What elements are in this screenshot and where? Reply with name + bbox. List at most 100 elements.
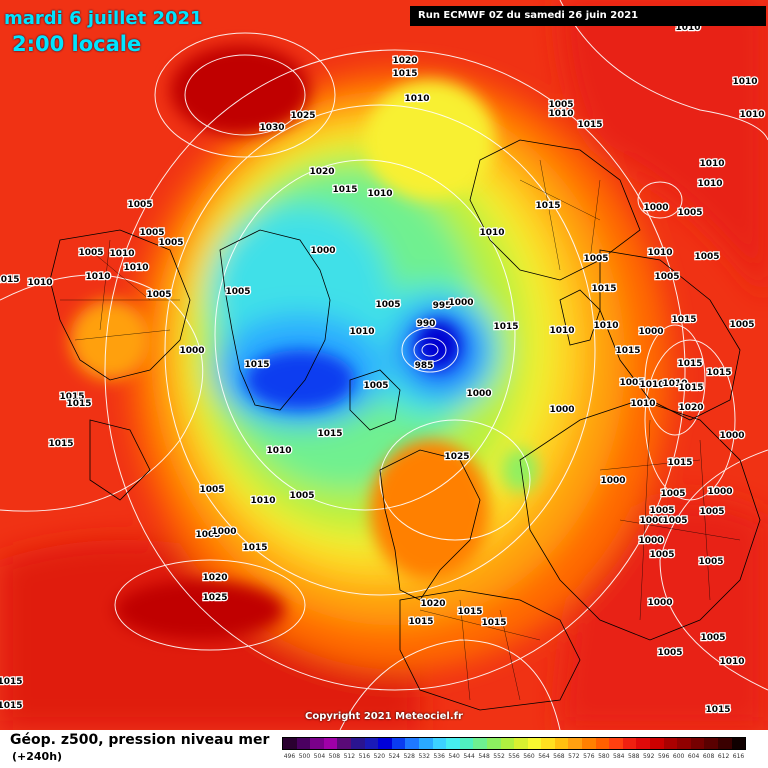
isobar-pressure-label: 1015 — [671, 315, 696, 325]
isobar-pressure-label: 1010 — [367, 189, 392, 199]
isobar-pressure-label: 1000 — [211, 527, 236, 537]
isobar-pressure-label: 1025 — [290, 111, 315, 121]
isobar-pressure-label: 1015 — [615, 346, 640, 356]
legend-swatch — [541, 738, 555, 749]
isobar-pressure-label: 1010 — [630, 399, 655, 409]
legend-tick-label: 608 — [702, 753, 715, 760]
isobar-pressure-label: 1010 — [739, 110, 764, 120]
isobar-pressure-label: 1015 — [577, 120, 602, 130]
isobar-pressure-label: 1005 — [127, 200, 152, 210]
isobar-pressure-label: 1005 — [649, 506, 674, 516]
isobar-pressure-label: 1005 — [619, 378, 644, 388]
isobar-pressure-label: 1010 — [548, 109, 573, 119]
legend-swatch — [350, 738, 365, 749]
isobar-pressure-label: 1005 — [78, 248, 103, 258]
legend-tick-label: 524 — [388, 753, 400, 760]
isobar-pressure-label: 1010 — [549, 326, 574, 336]
legend-tick-label: 576 — [583, 753, 595, 760]
isobar-pressure-label: 1005 — [146, 290, 171, 300]
legend-tick-label: 532 — [418, 753, 430, 760]
isobar-pressure-label: 1015 — [408, 617, 433, 627]
legend-swatch — [663, 738, 678, 749]
isobar-pressure-label: 1005 — [657, 648, 682, 658]
legend-tick-label: 560 — [523, 753, 535, 760]
isobar-pressure-label: 1020 — [392, 56, 417, 66]
isobar-pressure-label: 1010 — [404, 94, 429, 104]
isobar-pressure-label: 1010 — [593, 321, 618, 331]
isobar-pressure-label: 1000 — [549, 405, 574, 415]
pressure-labels: 1020101510101025103010051010101510101010… — [0, 22, 766, 717]
legend-swatch — [323, 738, 338, 749]
isobar-pressure-label: 1015 — [493, 322, 518, 332]
isobar-pressure-label: 1010 — [732, 77, 757, 87]
legend-swatch — [622, 738, 637, 749]
isobar-pressure-label: 1005 — [375, 300, 400, 310]
product-title: Géop. z500, pression niveau mer — [10, 732, 270, 748]
isobar-pressure-label: 1025 — [444, 452, 469, 462]
isobar-pressure-label: 1005 — [199, 485, 224, 495]
isobar-pressure-label: 1000 — [638, 536, 663, 546]
legend-tick-label: 544 — [463, 753, 475, 760]
legend-tick-label: 540 — [448, 753, 460, 760]
forecast-time: 2:00 locale — [12, 32, 142, 56]
legend-swatch — [527, 738, 542, 749]
isobar-pressure-label: 1000 — [638, 327, 663, 337]
legend-swatch — [595, 738, 610, 749]
legend-swatch — [446, 738, 460, 749]
legend-swatch — [677, 738, 691, 749]
isobar-pressure-label: 1005 — [654, 272, 679, 282]
isobar-pressure-label: 1015 — [0, 677, 23, 687]
isobar-pressure-label: 1010 — [479, 228, 504, 238]
legend-swatch — [405, 738, 419, 749]
isobar-pressure-label: 1005 — [548, 100, 573, 110]
isobar-pressure-label: 1005 — [694, 252, 719, 262]
legend-swatch — [514, 738, 528, 749]
isobar-pressure-label: 1005 — [677, 208, 702, 218]
isobar-pressure-label: 1015 — [66, 399, 91, 409]
isobar-pressure-label: 1010 — [85, 272, 110, 282]
isobar-pressure-label: 1015 — [48, 439, 73, 449]
legend-swatch — [418, 738, 433, 749]
isobar-pressure-label: 1015 — [244, 360, 269, 370]
isobar-pressure-label: 1005 — [225, 287, 250, 297]
legend-swatch — [704, 738, 718, 749]
legend-swatch — [690, 738, 705, 749]
country-borders — [60, 159, 741, 701]
legend-tick-label: 500 — [298, 753, 311, 760]
legend-tick-label: 588 — [628, 753, 640, 760]
legend-swatch — [636, 738, 651, 749]
legend-tick-label: 612 — [717, 753, 730, 760]
legend-tick-label: 596 — [657, 753, 670, 760]
isobar-pressure-label: 1000 — [707, 487, 732, 497]
isobar-pressure-label: 1015 — [332, 185, 357, 195]
isobar-pressure-label: 1005 — [139, 228, 164, 238]
isobar-pressure-label: 1010 — [250, 496, 275, 506]
legend-tick-label: 616 — [732, 753, 745, 760]
isobar-pressure-label: 1010 — [662, 379, 687, 389]
color-scale-legend — [282, 737, 746, 750]
coastlines — [49, 139, 761, 711]
isobar-pressure-label: 1010 — [719, 657, 744, 667]
geopotential-map: 1020101510101025103010051010101510101010… — [0, 0, 768, 730]
isobar-pressure-label: 1015 — [0, 701, 23, 711]
legend-swatch — [718, 738, 732, 749]
isobar-pressure-label: 1000 — [647, 598, 672, 608]
isobar-pressure-label: 1010 — [699, 159, 724, 169]
legend-swatch — [391, 738, 406, 749]
legend-swatch — [432, 738, 447, 749]
pressure-isobars — [0, 0, 768, 730]
isobar-pressure-label: 1020 — [678, 403, 703, 413]
isobar-pressure-label: 1030 — [259, 123, 284, 133]
legend-swatch — [296, 738, 311, 749]
isobar-pressure-label: 1015 — [392, 69, 417, 79]
legend-swatch — [473, 738, 487, 749]
legend-swatch — [486, 738, 501, 749]
legend-tick-label: 512 — [343, 753, 356, 760]
legend-tick-label: 508 — [328, 753, 341, 760]
isobar-pressure-label: 1005 — [649, 550, 674, 560]
geopotential-color-fill — [0, 0, 768, 730]
copyright-notice: Copyright 2021 Meteociel.fr — [305, 711, 463, 722]
isobar-pressure-label: 1015 — [0, 275, 20, 285]
isobar-pressure-label: 1000 — [639, 516, 664, 526]
